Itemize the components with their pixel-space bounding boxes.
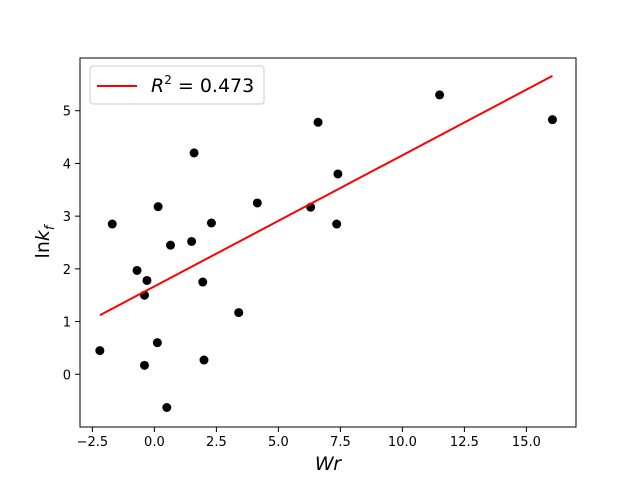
y-tick-label-0: 0 [63, 368, 71, 383]
plot-area [95, 75, 557, 412]
data-point-15 [234, 308, 244, 318]
data-point-12 [198, 277, 208, 287]
data-point-21 [435, 90, 445, 100]
data-point-2 [132, 265, 142, 275]
y-axis-label-subscript: f [43, 223, 58, 230]
legend-label-sup: 2 [164, 73, 172, 87]
y-axis-label-prefix: ln [32, 241, 54, 258]
data-point-0 [95, 346, 105, 356]
plot-frame [79, 57, 577, 428]
y-tick-label-4: 4 [63, 157, 71, 172]
y-axis-ticks: 0 1 2 3 4 5 [63, 105, 80, 383]
data-point-6 [153, 202, 163, 212]
legend-label-r: R [151, 75, 164, 97]
y-axis-label-symbol: k [32, 229, 54, 241]
data-point-1 [107, 219, 117, 229]
data-point-18 [313, 117, 323, 127]
x-tick-label-7: 15.0 [512, 435, 541, 450]
y-tick-label-2: 2 [63, 263, 71, 278]
data-point-16 [252, 198, 262, 208]
x-tick-label-5: 10.0 [388, 435, 417, 450]
data-point-10 [187, 236, 197, 246]
y-axis-label: lnkf [32, 223, 58, 258]
data-point-9 [166, 240, 176, 250]
data-point-7 [152, 338, 162, 348]
data-point-14 [206, 218, 216, 228]
x-tick-label-2: 2.5 [206, 435, 227, 450]
data-point-19 [332, 219, 342, 229]
data-point-3 [142, 275, 152, 285]
y-tick-label-3: 3 [63, 210, 71, 225]
data-point-11 [189, 148, 199, 158]
legend-label: R2 = 0.473 [151, 73, 254, 97]
data-point-20 [333, 169, 343, 179]
data-point-13 [199, 355, 209, 365]
x-tick-label-6: 12.5 [450, 435, 479, 450]
fit-line [99, 75, 553, 317]
data-point-5 [139, 360, 149, 370]
x-tick-label-3: 5.0 [268, 435, 289, 450]
y-tick-label-5: 5 [63, 105, 71, 120]
x-axis-ticks: −2.5 0.0 2.5 5.0 7.5 10.0 12.5 15.0 [77, 427, 541, 450]
legend-box [89, 65, 265, 105]
x-tick-label-0: −2.5 [77, 435, 109, 450]
legend: R2 = 0.473 [89, 65, 265, 105]
x-axis-label: Wr [315, 453, 342, 475]
legend-label-value: = 0.473 [172, 75, 254, 97]
data-point-22 [547, 115, 557, 125]
data-point-8 [162, 402, 172, 412]
y-tick-label-1: 1 [63, 316, 71, 331]
x-tick-label-1: 0.0 [144, 435, 165, 450]
x-tick-label-4: 7.5 [330, 435, 351, 450]
